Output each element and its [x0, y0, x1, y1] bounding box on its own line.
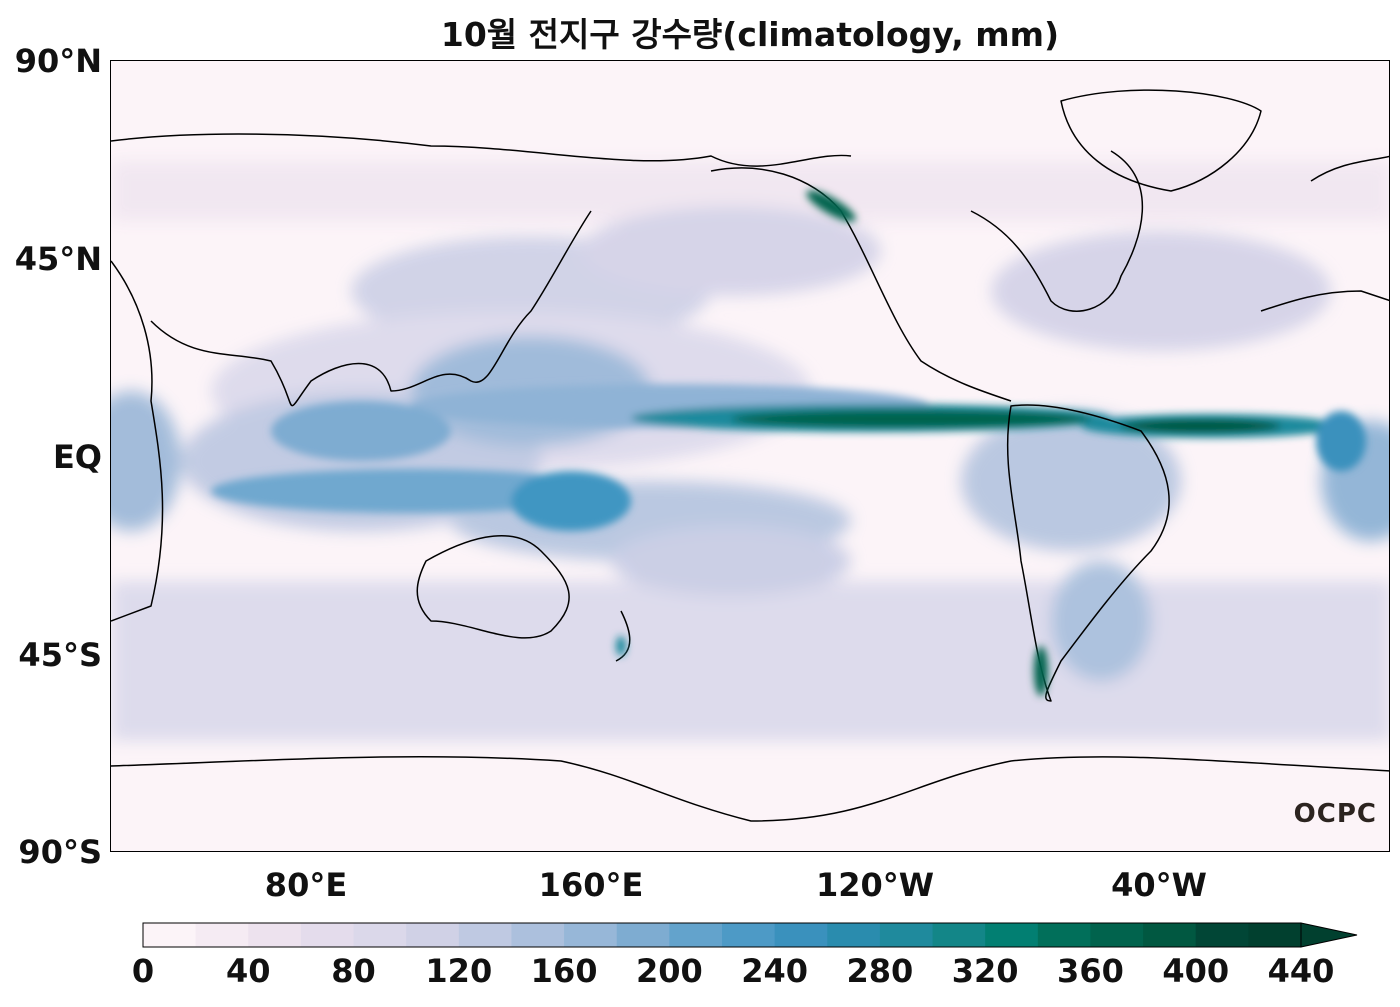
colorbar-cell: [1037, 923, 1091, 947]
colorbar-tick-label: 200: [635, 952, 703, 990]
lon-tick-80e: 80°E: [264, 866, 348, 904]
colorbar-cell: [932, 923, 986, 947]
colorbar-cell: [511, 923, 565, 947]
colorbar-extend-arrow: [1300, 922, 1358, 948]
lat-tick-45s: 45°S: [18, 636, 102, 674]
colorbar-tick-label: 120: [425, 952, 493, 990]
lat-tick-90s: 90°S: [18, 833, 102, 871]
colorbar-cell: [669, 923, 723, 947]
colorbar-tick-label: 40: [226, 952, 271, 990]
colorbar-tick-label: 360: [1057, 952, 1124, 990]
colorbar-cell: [406, 923, 460, 947]
colorbar-cell: [879, 923, 934, 947]
colorbar-tick-label: 80: [331, 952, 376, 990]
colorbar-cells: [143, 923, 1302, 947]
precipitation-field: [111, 61, 1389, 851]
map-title: 10월 전지구 강수량(climatology, mm): [440, 15, 1060, 54]
colorbar-tick-label: 320: [951, 952, 1019, 990]
colorbar-tick-label: 240: [741, 952, 809, 990]
lon-tick-160e: 160°E: [538, 866, 644, 904]
colorbar-cell: [248, 923, 302, 947]
colorbar-cell: [1090, 923, 1144, 947]
colorbar-cell: [827, 923, 881, 947]
colorbar-cell: [564, 923, 618, 947]
colorbar-tick-label: 280: [846, 952, 914, 990]
lon-tick-40w: 40°W: [1111, 866, 1207, 904]
ocpc-logo: OCPC: [1293, 799, 1377, 829]
colorbar-cell: [774, 923, 828, 947]
colorbar-cell: [1248, 923, 1302, 947]
lat-tick-90n: 90°N: [14, 42, 102, 80]
colorbar-tick-label: 160: [530, 952, 598, 990]
colorbar-cell: [143, 923, 197, 947]
colorbar-cell: [353, 923, 407, 947]
colorbar-cell: [1143, 923, 1197, 947]
colorbar-cell: [616, 923, 670, 947]
colorbar-cell: [300, 923, 355, 947]
colorbar-tick-label: 400: [1162, 952, 1230, 990]
colorbar-cell: [458, 923, 512, 947]
lat-tick-45n: 45°N: [14, 240, 102, 278]
coastlines: [111, 89, 1389, 822]
colorbar-cell: [985, 923, 1039, 947]
colorbar-cell: [195, 923, 249, 947]
colorbar-tick-label: 440: [1267, 952, 1335, 990]
lat-tick-eq: EQ: [52, 438, 102, 476]
colorbar-cell: [1195, 923, 1249, 947]
colorbar-tick-label: 0: [131, 952, 155, 990]
precipitation-map: OCPC: [110, 60, 1390, 852]
lon-tick-120w: 120°W: [815, 866, 935, 904]
colorbar-cell: [722, 923, 776, 947]
